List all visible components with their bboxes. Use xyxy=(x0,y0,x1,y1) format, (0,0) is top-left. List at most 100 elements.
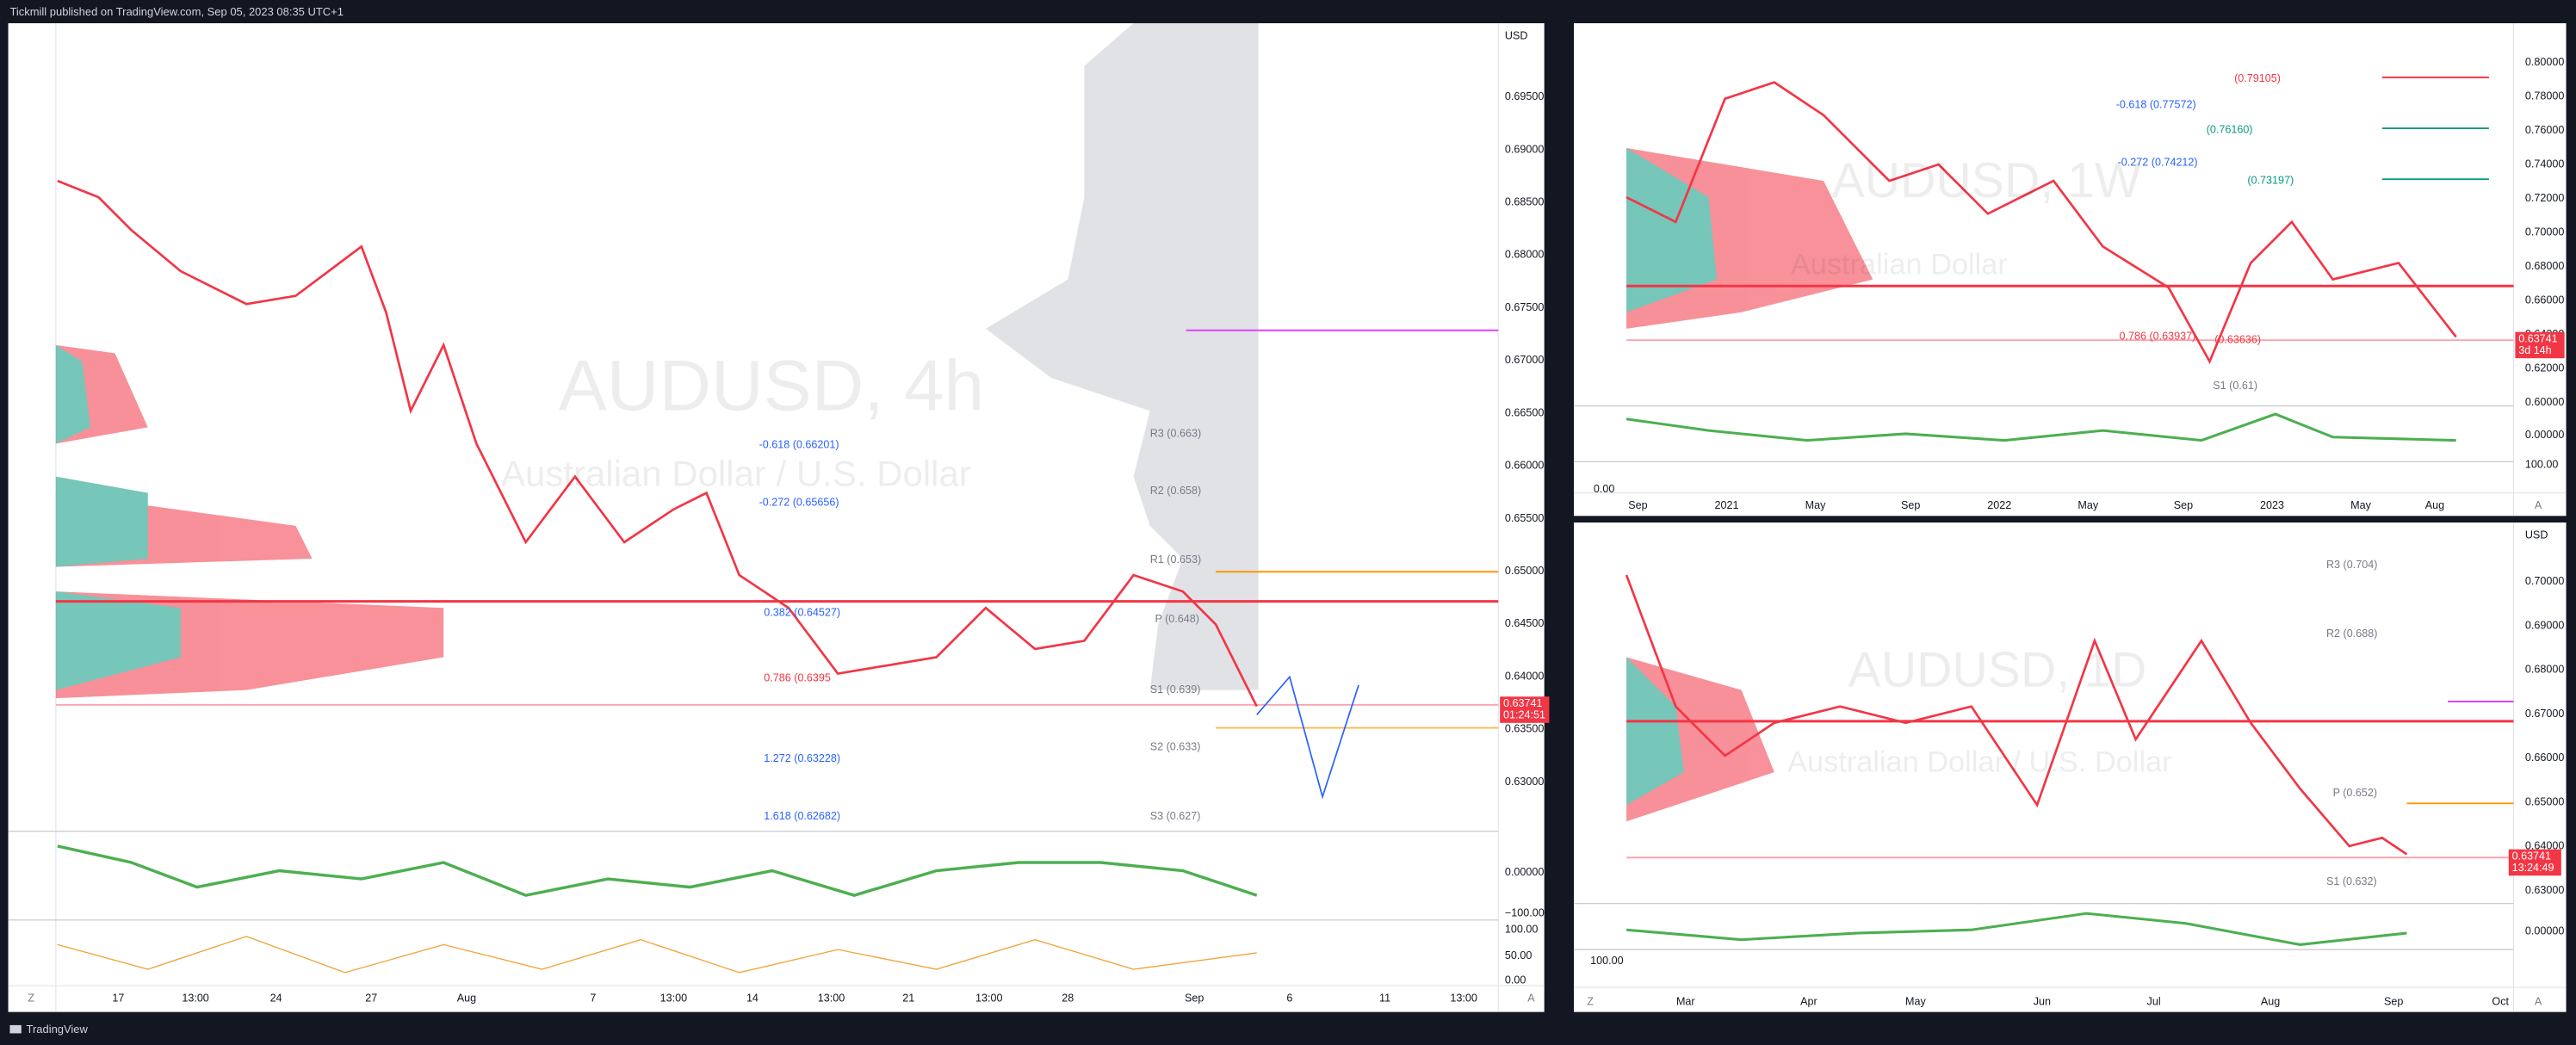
level-annotation: 1.272 (0.63228) xyxy=(764,752,840,764)
indicator-axis-label: 0.00 xyxy=(1594,483,1614,495)
time-axis-label: 13:00 xyxy=(975,992,1002,1005)
indicator-axis-label: 0.00 xyxy=(1505,974,1526,986)
price-axis-label: 0.64500 xyxy=(1505,617,1544,629)
price-axis-label: 0.66000 xyxy=(1505,460,1544,472)
price-axis-label: 0.66500 xyxy=(1505,406,1544,418)
time-axis-label: 11 xyxy=(1379,992,1390,1005)
footer-logo xyxy=(9,1024,22,1034)
level-annotation: -0.272 (0.74212) xyxy=(2118,156,2198,168)
header-text: Tickmill published on TradingView.com, S… xyxy=(9,5,343,18)
time-axis-label: 2021 xyxy=(1714,499,1738,511)
time-axis-label: 14 xyxy=(746,992,759,1005)
time-axis-label: 6 xyxy=(1286,992,1292,1005)
time-axis-label: 24 xyxy=(270,992,282,1005)
scale-button[interactable]: Z xyxy=(28,992,34,1005)
level-annotation: 0.382 (0.64527) xyxy=(764,606,840,618)
watermark: AUDUSD, 4h xyxy=(559,345,984,426)
price-axis-label: 0.64000 xyxy=(2525,840,2564,852)
price-axis-label: 0.68000 xyxy=(2525,664,2564,676)
time-axis-label: Sep xyxy=(2384,996,2403,1008)
indicator-axis-label: 100.00 xyxy=(2525,459,2558,471)
level-annotation: (0.79105) xyxy=(2234,72,2281,84)
level-annotation: P (0.648) xyxy=(1155,613,1199,625)
price-tag xyxy=(1500,696,1550,723)
indicator-axis-label: 0.00000 xyxy=(2525,924,2564,937)
time-axis-label: Mar xyxy=(1676,996,1695,1008)
price-axis-label: 0.66000 xyxy=(2525,294,2564,306)
time-axis-label: Sep xyxy=(1185,992,1204,1005)
scale-button[interactable]: A xyxy=(2535,499,2542,511)
time-axis-label: 2022 xyxy=(1987,499,2011,511)
price-axis-label: 0.67000 xyxy=(1505,354,1544,366)
time-axis-label: Apr xyxy=(1800,996,1817,1008)
price-axis-label: 0.63500 xyxy=(1505,723,1544,735)
price-axis-label: 0.70000 xyxy=(2525,226,2564,238)
price-axis-label: 0.65000 xyxy=(1505,565,1544,577)
time-axis-label: 13:00 xyxy=(1450,992,1477,1005)
level-annotation: S1 (0.61) xyxy=(2213,380,2257,392)
indicator-axis-label: −100.00000 xyxy=(1505,906,1563,918)
price-axis-label: 0.64000 xyxy=(1505,670,1544,682)
price-tag-countdown: 01:24:51 xyxy=(1503,709,1545,721)
price-paths xyxy=(57,81,2457,974)
level-annotation: R2 (0.688) xyxy=(2326,628,2377,640)
time-axis-label: Jul xyxy=(2147,996,2161,1008)
price-axis-label: 0.66000 xyxy=(2525,751,2564,764)
time-axis-label: 17 xyxy=(112,992,124,1005)
time-axis-label: May xyxy=(1905,996,1926,1008)
currency-label: USD xyxy=(2525,529,2548,541)
time-axis-label: 21 xyxy=(902,992,914,1005)
price-tag-countdown: 3d 14h xyxy=(2518,344,2551,356)
price-tag-value: 0.63741 xyxy=(2518,333,2557,345)
levels xyxy=(55,76,2514,859)
level-annotation: 1.618 (0.62682) xyxy=(764,810,840,822)
price-axis-label: 0.67000 xyxy=(2525,708,2564,720)
watermark: AUDUSD, 1D xyxy=(1848,643,2147,698)
time-axis-label: Sep xyxy=(1628,499,1647,511)
time-axis-label: Oct xyxy=(2492,996,2509,1008)
level-annotation: (0.76160) xyxy=(2207,123,2253,135)
time-axis-label: 28 xyxy=(1062,992,1074,1005)
price-axis-label: 0.69000 xyxy=(1505,143,1544,155)
time-axis-label: Aug xyxy=(457,992,476,1005)
indicator-axis-label: 0.00000 xyxy=(2525,429,2564,441)
level-annotation: 0.786 (0.6395 xyxy=(764,672,831,684)
footer-brand: TradingView xyxy=(27,1023,89,1036)
price-axis-label: 0.68000 xyxy=(1505,249,1544,261)
price-axis-label: 0.63000 xyxy=(1505,776,1544,788)
price-axis-label: 0.70000 xyxy=(2525,575,2564,587)
price-axis-label: 0.68500 xyxy=(1505,196,1544,208)
level-annotation: -0.618 (0.66201) xyxy=(759,439,839,451)
time-axis-label: 2023 xyxy=(2260,499,2284,511)
scale-button[interactable]: Z xyxy=(1587,996,1594,1008)
price-axis-label: 0.65000 xyxy=(2525,795,2564,807)
level-annotation: R2 (0.658) xyxy=(1150,485,1201,497)
indicator-axis-label: 50.00 xyxy=(1505,949,1532,962)
price-axis-label: 0.69500 xyxy=(1505,90,1544,102)
scale-button[interactable]: A xyxy=(2535,996,2542,1008)
price-axis-label: 0.76000 xyxy=(2525,124,2564,136)
panel-4h xyxy=(8,22,1545,1012)
price-axis-label: 0.78000 xyxy=(2525,90,2564,102)
level-annotation: S1 (0.639) xyxy=(1150,683,1201,696)
price-axis-label: 0.60000 xyxy=(2525,396,2564,408)
scale-button[interactable]: A xyxy=(1527,992,1535,1005)
time-axis-label: Aug xyxy=(2261,996,2280,1008)
time-axis-label: Sep xyxy=(2174,499,2193,511)
price-tag-value: 0.63741 xyxy=(2512,850,2551,863)
time-axis-label: Aug xyxy=(2425,499,2444,511)
watermark-subtitle: Australian Dollar / U.S. Dollar xyxy=(501,454,971,494)
price-axis-label: 0.62000 xyxy=(2525,362,2564,374)
level-annotation: (0.73197) xyxy=(2247,174,2294,186)
level-annotation: P (0.652) xyxy=(2333,787,2378,799)
indicator-axis-label: 0.00000 xyxy=(1505,866,1544,878)
watermark: AUDUSD, 1W xyxy=(1832,153,2141,208)
time-axis-label: 27 xyxy=(365,992,377,1005)
watermark-subtitle: Australian Dollar / U.S. Dollar xyxy=(1787,746,2171,779)
time-axis-label: Jun xyxy=(2034,996,2051,1008)
level-annotation: -0.272 (0.65656) xyxy=(759,496,839,508)
price-axis-label: 0.72000 xyxy=(2525,192,2564,204)
indicator-axis-label: 100.00 xyxy=(1590,955,1623,967)
price-axis-label: 0.80000 xyxy=(2525,56,2564,68)
header-bar xyxy=(0,0,2576,23)
